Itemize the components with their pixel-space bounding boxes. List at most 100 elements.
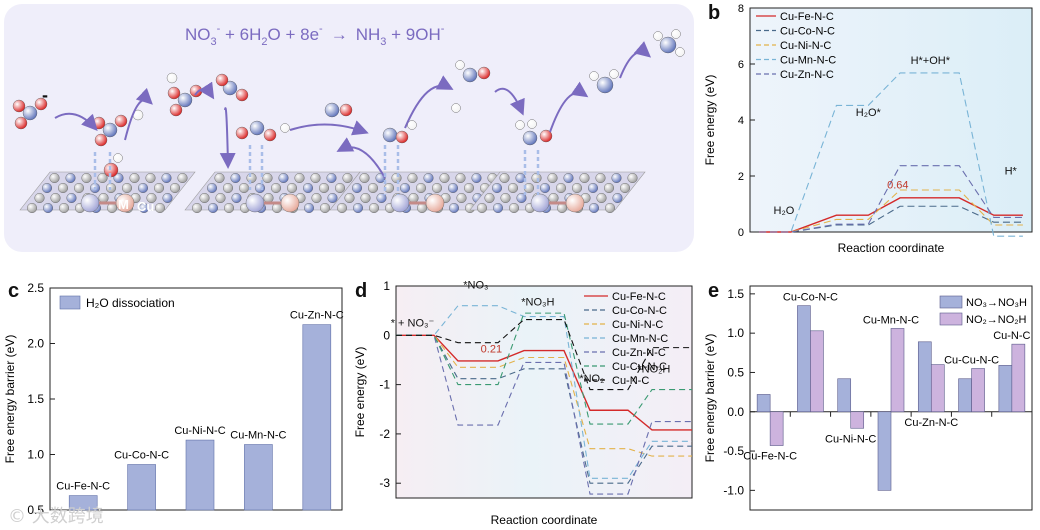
carbon-atom <box>509 202 520 213</box>
nitrogen-atom <box>423 172 434 183</box>
graphene-sheet <box>469 171 646 213</box>
y-axis-label: Free energy barrier (eV) <box>703 334 717 463</box>
bar-cu-ni-n-c <box>185 439 215 511</box>
oxygen-atom <box>34 97 48 111</box>
x-axis-label: Reaction coordinate <box>838 241 945 255</box>
pathway-arrow <box>124 87 153 141</box>
legend-label: Cu-Mn-N-C <box>780 55 836 67</box>
bar-cu-mn-n-c <box>877 411 892 491</box>
y-axis-label: Free energy (eV) <box>353 347 367 438</box>
carbon-atom <box>121 182 132 193</box>
nitrogen-atom <box>352 182 363 193</box>
nitrogen-atom <box>327 192 338 203</box>
carbon-atom <box>605 202 616 213</box>
y-tick-label: 8 <box>738 3 744 15</box>
carbon-atom <box>368 182 379 193</box>
nitrogen-atom <box>43 202 54 213</box>
carbon-atom <box>360 192 371 203</box>
y-tick-label: -1 <box>379 378 390 392</box>
series-line-cu-fe-n-c <box>396 334 692 431</box>
y-tick-label: 0 <box>738 227 744 239</box>
oxygen-atom <box>395 130 409 144</box>
series-line-cu-ni-n-c <box>396 334 692 457</box>
y-tick-label: 0 <box>383 328 390 342</box>
carbon-atom <box>604 182 615 193</box>
carbon-atom <box>620 182 631 193</box>
bar-cu-fe-n-c <box>68 495 98 511</box>
chart-d: -3 -2 -1 0 1 Reaction coordinate Free energy (… <box>353 279 693 527</box>
legend-label: Cu-Mn-N-C <box>612 333 668 345</box>
bar-category-label: Cu-Mn-N-C <box>230 430 286 442</box>
state-annotation: *NO₂ <box>579 373 604 385</box>
carbon-atom <box>439 172 450 183</box>
pathway-arrow <box>54 112 98 131</box>
carbon-atom <box>98 192 109 203</box>
bar-category-label: Cu-N-C <box>993 330 1030 342</box>
nitrogen-atom <box>588 182 599 193</box>
copper-atom <box>565 193 585 213</box>
hydrogen-atom <box>280 123 290 133</box>
nitrogen-atom <box>471 172 482 183</box>
nitrogen-atom <box>222 80 238 96</box>
carbon-atom <box>199 192 210 203</box>
graphene-sheet <box>329 171 506 213</box>
carbon-atom <box>417 202 428 213</box>
carbon-atom <box>59 202 70 213</box>
state-annotation: H₂O* <box>856 107 882 119</box>
carbon-atom <box>146 192 157 203</box>
bar-cu-zn-n-c <box>302 324 332 511</box>
metal-atom <box>390 193 410 213</box>
nitrogen-atom <box>382 127 398 143</box>
nitrogen-atom <box>206 182 217 193</box>
oxygen-atom <box>94 133 108 147</box>
carbon-atom <box>272 202 283 213</box>
y-tick-label: 1.5 <box>727 287 744 301</box>
state-annotation: *NO₃H <box>521 297 554 309</box>
panel-label-b: b <box>708 2 721 24</box>
series-line-cu-zn-n-c <box>759 165 1023 233</box>
plot-background <box>750 8 1032 232</box>
carbon-atom <box>246 172 257 183</box>
nitrogen-atom <box>22 105 38 121</box>
bar-cu-co-n-c <box>797 305 811 413</box>
carbon-atom <box>287 182 298 193</box>
hydrogen-atom <box>407 120 417 130</box>
nitrogen-atom <box>376 192 387 203</box>
carbon-atom <box>595 172 606 183</box>
bar-category-label: Cu-Ni-N-C <box>174 425 225 437</box>
legend-label: Cu-Zn-N-C <box>780 69 834 81</box>
nitrogen-atom <box>230 172 241 183</box>
y-tick-label: 0.5 <box>727 365 744 379</box>
carbon-atom <box>154 202 165 213</box>
carbon-atom <box>548 192 559 203</box>
bar-category-label: Cu-Fe-N-C <box>743 451 797 463</box>
carbon-atom <box>222 182 233 193</box>
y-tick-label: 6 <box>738 59 744 71</box>
carbon-atom <box>557 202 568 213</box>
legend-swatch <box>939 295 963 309</box>
y-tick-label: 1.0 <box>27 448 44 462</box>
bar-category-label: Cu-Ni-N-C <box>825 433 876 445</box>
carbon-atom <box>359 172 370 183</box>
carbon-atom <box>271 182 282 193</box>
y-tick-label: 4 <box>738 115 744 127</box>
bar-category-label: Cu-Co-N-C <box>114 449 169 461</box>
bar-cu-zn-n-c <box>930 364 945 413</box>
nitrogen-atom <box>589 202 600 213</box>
nitrogen-atom <box>353 202 364 213</box>
hydrogen-atom <box>675 47 685 57</box>
state-annotation: * + NO₃⁻ <box>391 317 435 329</box>
carbon-atom <box>572 182 583 193</box>
legend-label: Cu-Co-N-C <box>780 26 835 38</box>
nitrogen-atom <box>177 92 193 108</box>
metal-atom <box>245 193 265 213</box>
legend-label: Cu-N-C <box>612 375 649 387</box>
bar-category-label: Cu-Co-N-C <box>783 292 838 304</box>
carbon-atom <box>191 202 202 213</box>
pathway-arrow <box>404 75 454 129</box>
carbon-atom <box>342 172 353 183</box>
carbon-atom <box>319 182 330 193</box>
y-tick-label: -2 <box>379 427 390 441</box>
y-tick-label: -1.0 <box>723 483 744 497</box>
nitrogen-atom <box>231 192 242 203</box>
